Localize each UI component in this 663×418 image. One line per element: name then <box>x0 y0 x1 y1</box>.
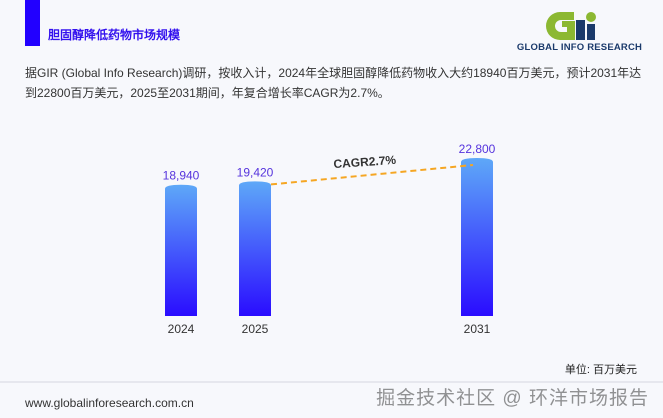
data-label: 19,420 <box>237 165 274 179</box>
bar-2024 <box>165 184 197 316</box>
bar-2025 <box>239 181 271 316</box>
data-label: 22,800 <box>459 142 496 156</box>
gi-logo-icon <box>546 12 596 40</box>
x-tick-label: 2025 <box>242 322 269 336</box>
description: 据GIR (Global Info Research)调研，按收入计，2024年… <box>25 66 642 100</box>
footer-divider <box>0 381 663 383</box>
accent-bar <box>25 0 40 46</box>
bar-2031 <box>461 158 493 316</box>
website-url: www.globalinforesearch.com.cn <box>25 396 194 410</box>
cagr-annotation: CAGR2.7% <box>333 153 397 171</box>
data-label: 18,940 <box>163 169 200 183</box>
company-logo: GLOBAL INFO RESEARCH <box>512 8 647 54</box>
x-tick-label: 2024 <box>168 322 195 336</box>
cagr-line <box>270 164 474 186</box>
x-tick-label: 2031 <box>464 322 491 336</box>
logo-text: GLOBAL INFO RESEARCH <box>516 42 643 53</box>
page-title: 胆固醇降低药物市场规模 <box>48 28 181 42</box>
watermark-text: 掘金技术社区 @ 环洋市场报告 <box>376 388 649 409</box>
unit-label: 单位: 百万美元 <box>564 364 637 376</box>
